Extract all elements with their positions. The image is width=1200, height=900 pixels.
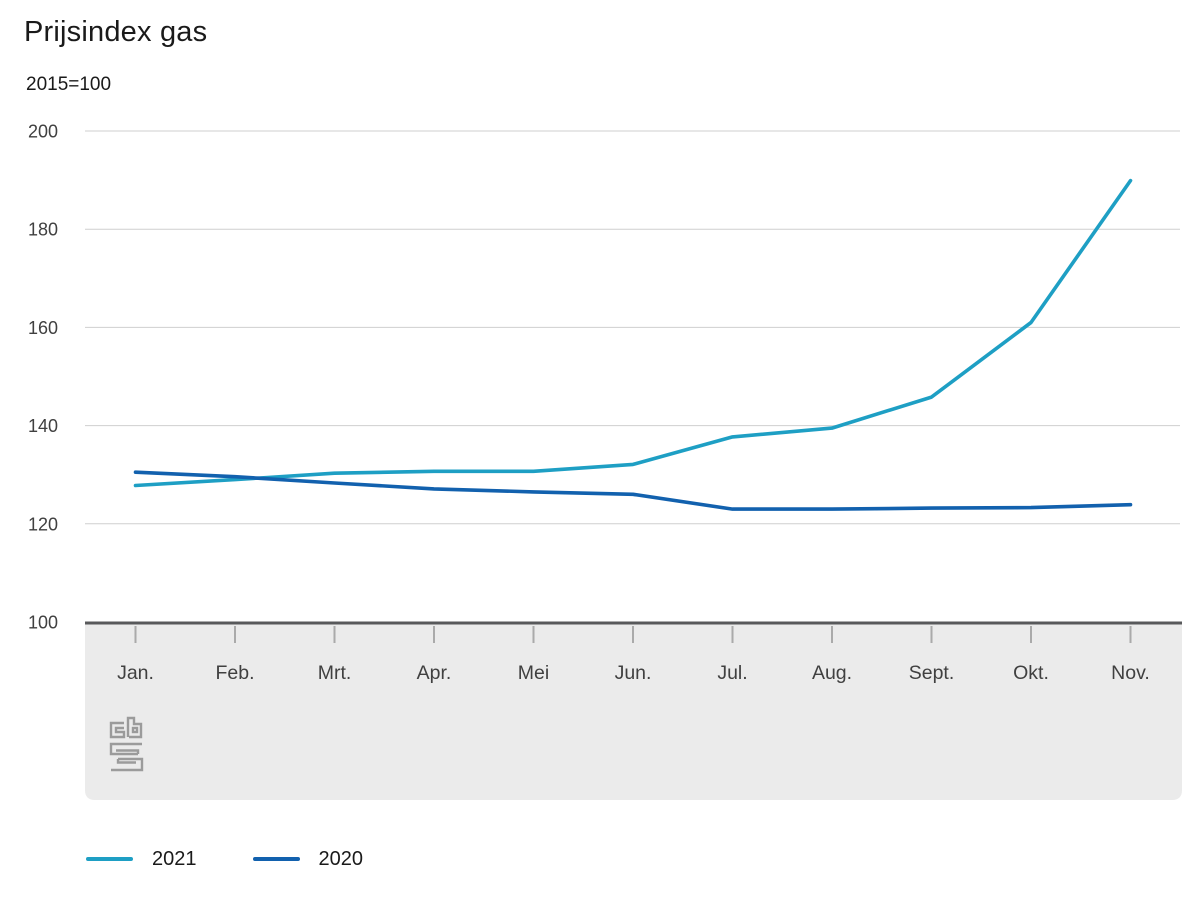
series-line-2021 (133, 178, 1133, 488)
y-axis-label: 180 (28, 220, 58, 240)
x-axis-label: Mrt. (318, 662, 352, 684)
x-axis-label: Apr. (417, 662, 452, 684)
plot-band (85, 622, 1182, 800)
x-axis-label: Jul. (717, 662, 747, 684)
legend-item-2020[interactable]: 2020 (252, 847, 364, 871)
chart-subtitle: 2015=100 (26, 74, 112, 95)
x-axis-label: Jun. (615, 662, 652, 684)
y-axis-label: 140 (28, 416, 58, 436)
y-axis-label: 160 (28, 318, 58, 338)
page-title: Prijsindex gas (24, 16, 208, 48)
legend-label: 2020 (318, 847, 364, 870)
cbs-logo (109, 716, 144, 772)
y-axis-label: 100 (28, 613, 58, 633)
price-index-line-chart: 100 120 140 160 180 200 Jan. Feb. Mrt. Apr. Mei Jun… (28, 122, 1182, 800)
x-axis-label: Sept. (909, 662, 955, 684)
x-axis-label: Okt. (1013, 662, 1049, 684)
series-line-2020 (133, 470, 1133, 511)
legend-swatch-2020 (252, 857, 300, 861)
y-axis-label: 200 (28, 122, 58, 142)
y-axis-label: 120 (28, 514, 58, 534)
x-axis-label: Nov. (1111, 662, 1150, 684)
legend-item-2021[interactable]: 2021 (86, 848, 197, 871)
legend-label: 2021 (152, 847, 197, 870)
x-axis-label: Aug. (812, 662, 852, 684)
x-axis-label: Jan. (117, 662, 154, 684)
legend: 2021 2020 (86, 844, 419, 874)
x-axis-label: Mei (518, 662, 549, 684)
legend-swatch-2021 (86, 857, 133, 861)
x-axis-label: Feb. (215, 662, 254, 684)
